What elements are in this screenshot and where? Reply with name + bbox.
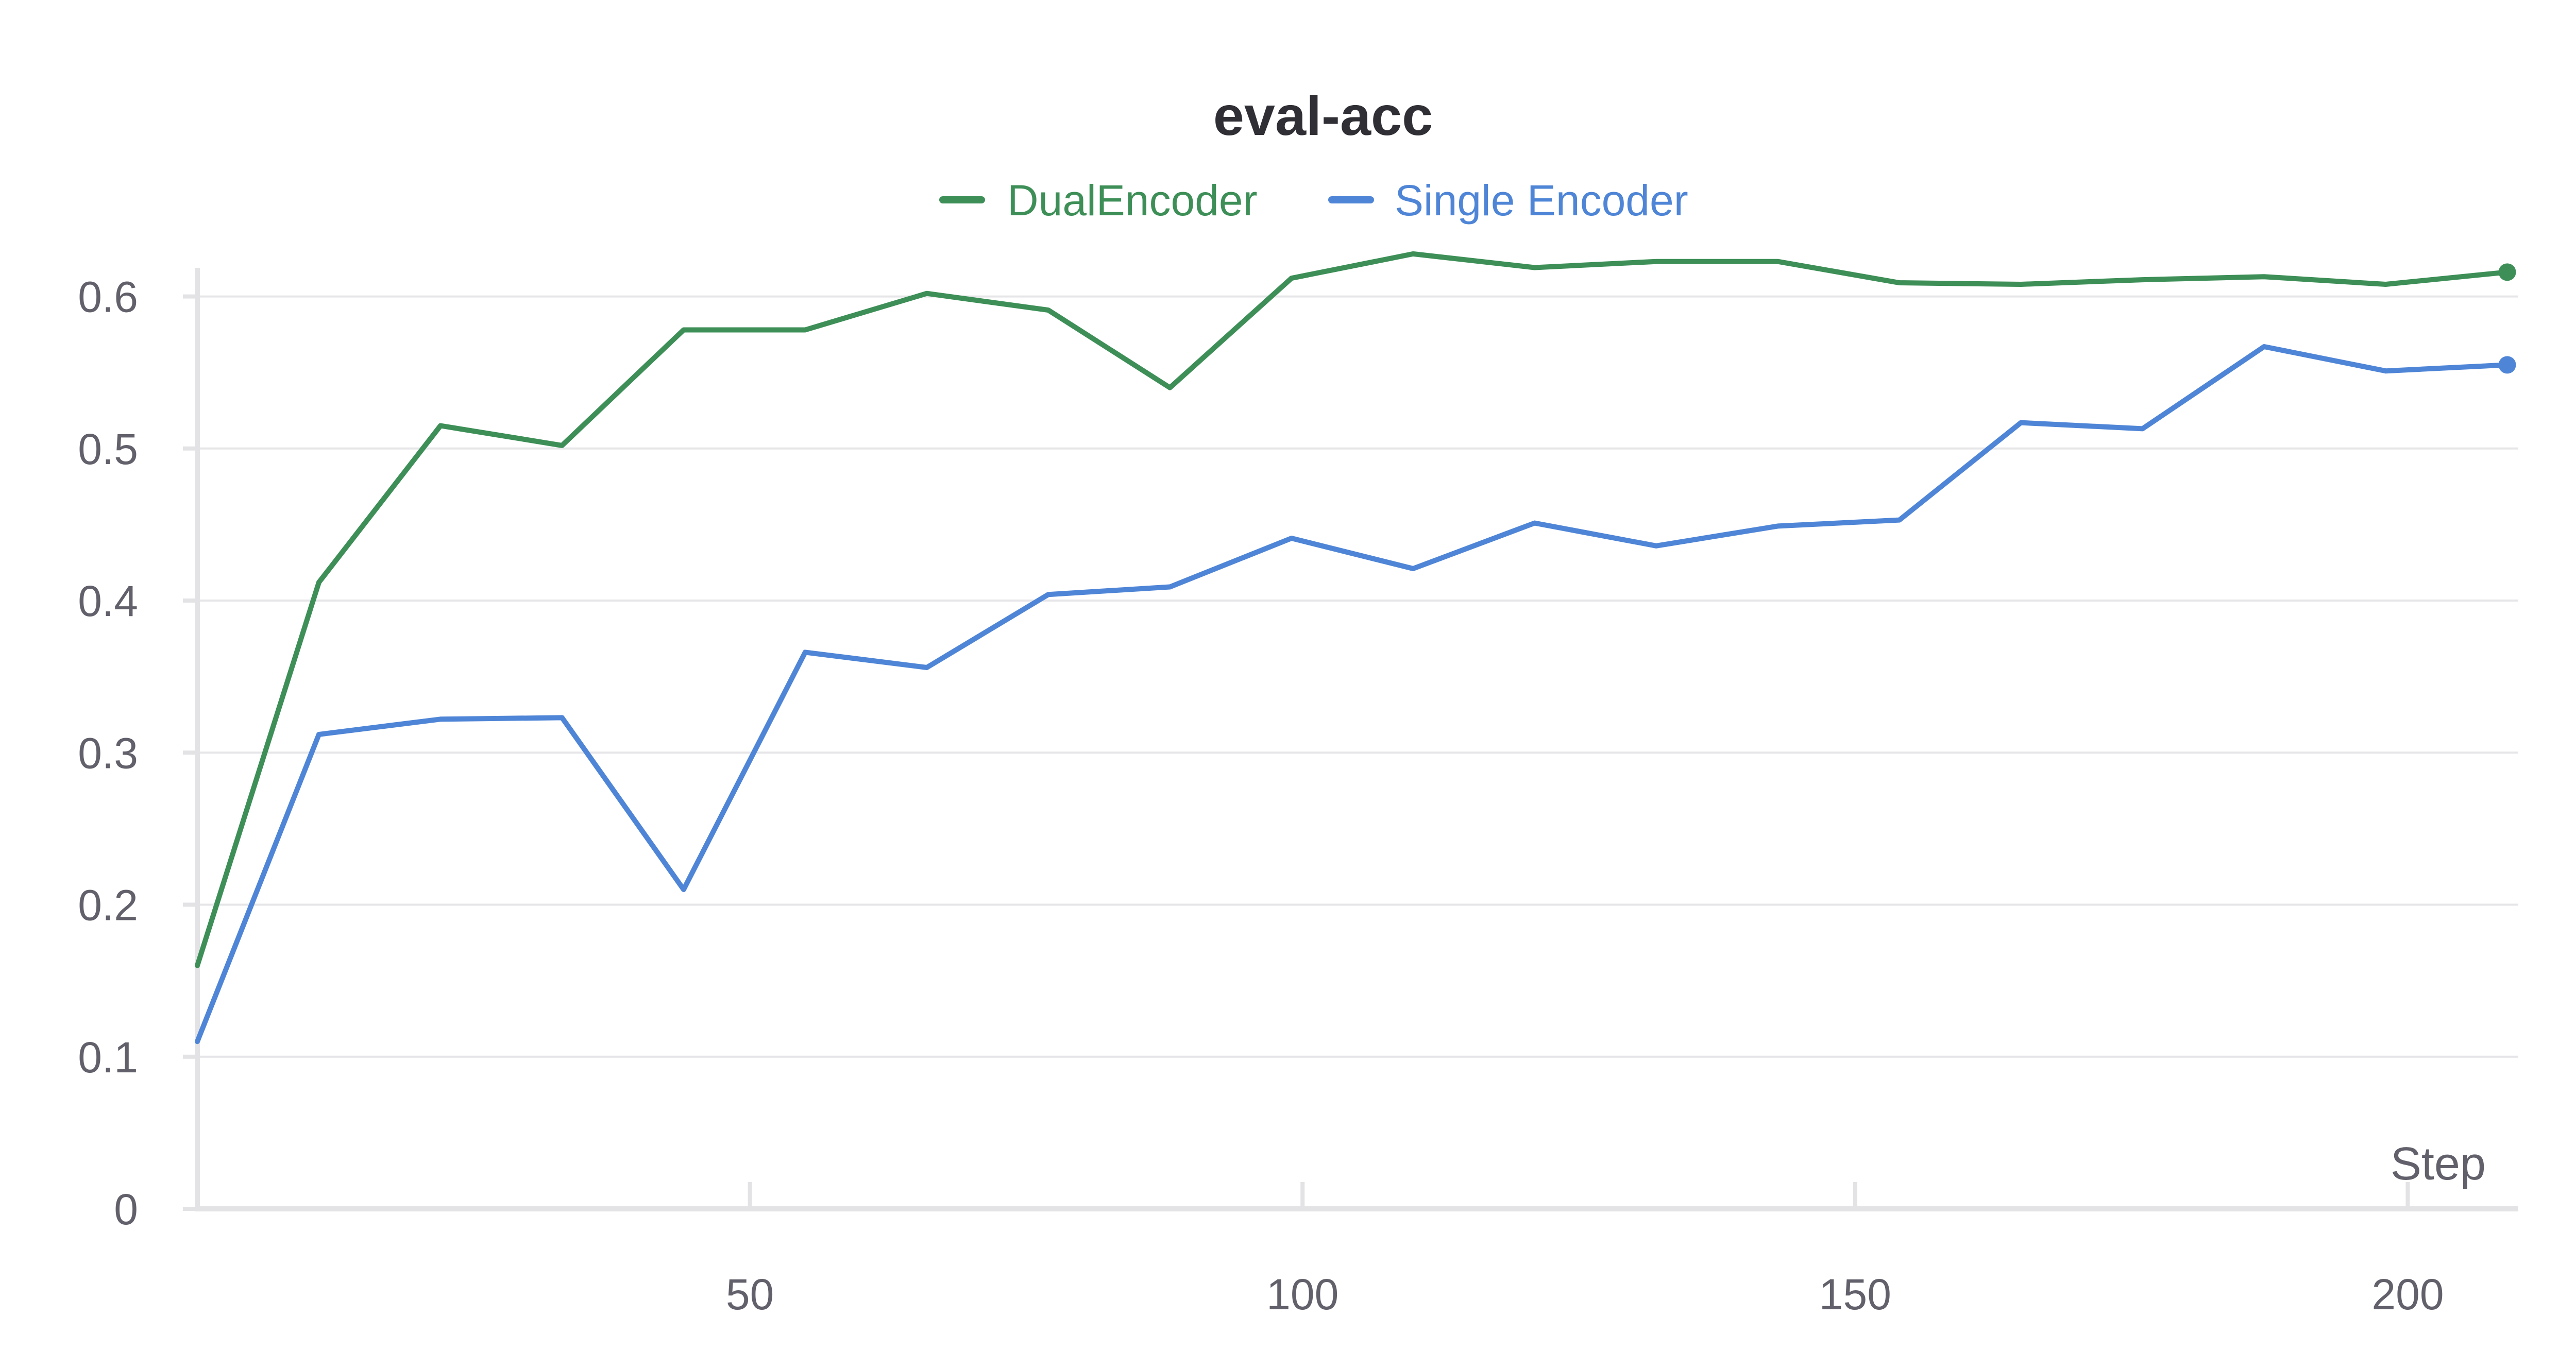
y-tick-label: 0.1 [78,1033,138,1082]
y-tick-label: 0.4 [78,577,138,625]
legend-single-encoder-label: Single Encoder [1395,176,1688,225]
series-line-single-encoder [195,344,2510,1045]
series-endpoint-single-encoder [2498,356,2516,374]
y-axis: 0 0.1 0.2 0.3 0.4 0.5 0.6 [78,268,200,1234]
y-tick-label: 0.3 [78,729,138,777]
series-endpoint-dualencoder [2498,263,2516,281]
legend-dualencoder-label: DualEncoder [1007,176,1258,225]
chart-title: eval-acc [1213,84,1433,147]
y-tick-label: 0 [114,1185,138,1234]
series-layer [195,251,2516,1045]
y-tick-label: 0.6 [78,273,138,321]
y-tick-label: 0.2 [78,881,138,930]
x-axis: 50 100 150 200 [195,1182,2518,1319]
x-axis-label: Step [2391,1138,2486,1190]
x-tick-label: 50 [726,1270,774,1319]
series-line-dualencoder [195,251,2510,968]
legend: DualEncoder Single Encoder [939,176,1688,225]
x-tick-label: 150 [1819,1270,1891,1319]
y-tick-label: 0.5 [78,425,138,473]
x-tick-label: 200 [2371,1270,2444,1319]
x-tick-label: 100 [1266,1270,1338,1319]
